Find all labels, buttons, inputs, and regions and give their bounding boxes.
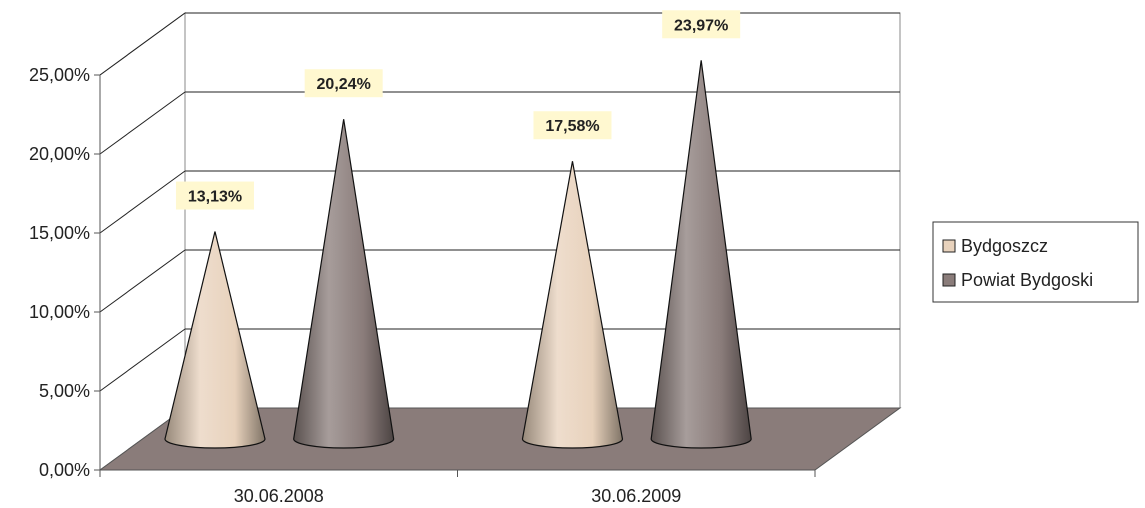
data-label: 13,13% xyxy=(188,189,242,206)
legend-label: Powiat Bydgoski xyxy=(961,270,1093,290)
legend-label: Bydgoszcz xyxy=(961,236,1048,256)
gridlines xyxy=(99,12,900,392)
data-label: 20,24% xyxy=(317,76,371,93)
data-label: 17,58% xyxy=(545,118,599,135)
gridline-side xyxy=(99,249,186,313)
data-label-bg xyxy=(175,181,254,210)
y-tick-label: 10,00% xyxy=(29,302,90,322)
side-wall xyxy=(99,12,186,471)
data-label-bg xyxy=(304,69,383,98)
gridline-side xyxy=(99,170,186,234)
y-tick-label: 25,00% xyxy=(29,65,90,85)
legend-swatch xyxy=(942,239,956,253)
cones xyxy=(164,60,752,449)
y-tick-label: 20,00% xyxy=(29,144,90,164)
y-tick-label: 15,00% xyxy=(29,223,90,243)
cone-0-1 xyxy=(293,119,395,449)
x-tick-label: 30.06.2008 xyxy=(234,486,324,506)
data-label-bg xyxy=(533,111,612,140)
axes: 0,00% 5,00% 10,00% 15,00% 20,00% 25,00% 30.06.… xyxy=(29,65,816,506)
cone-1-1 xyxy=(650,60,752,449)
gridline-side xyxy=(99,328,186,392)
cone-0-0 xyxy=(164,231,266,449)
legend: Bydgoszcz Powiat Bydgoski xyxy=(932,221,1139,303)
legend-swatch xyxy=(942,273,956,287)
y-tick-label: 5,00% xyxy=(39,381,90,401)
legend-box xyxy=(932,221,1139,303)
data-labels: 13,13% 20,24% 17,58% 23,97% xyxy=(175,10,741,210)
gridline-side xyxy=(99,12,186,76)
x-tick-label: 30.06.2009 xyxy=(591,486,681,506)
data-label-bg xyxy=(662,10,741,39)
data-label: 23,97% xyxy=(674,17,728,34)
cone-1-0 xyxy=(521,161,624,449)
y-tick-label: 0,00% xyxy=(39,460,90,480)
gridline-side xyxy=(99,91,186,155)
